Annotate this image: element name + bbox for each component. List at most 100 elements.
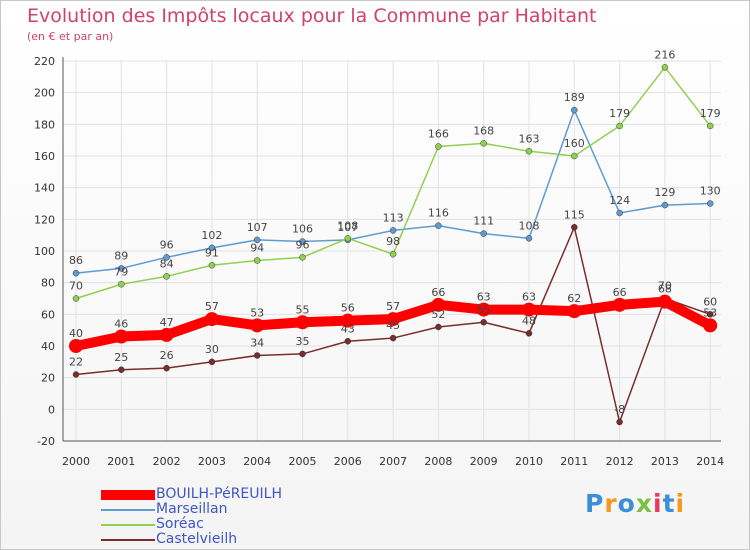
data-label: 66 <box>431 286 445 299</box>
data-label: 45 <box>386 319 400 332</box>
data-point <box>299 238 306 245</box>
data-label: 60 <box>703 295 717 308</box>
data-label: 163 <box>519 132 540 145</box>
data-point <box>661 64 669 71</box>
y-tick-label: 140 <box>34 182 55 195</box>
data-label: 84 <box>160 257 174 270</box>
data-point <box>616 418 623 426</box>
x-tick-label: 2000 <box>62 455 90 468</box>
data-point <box>344 338 352 345</box>
legend-item-castelvieilh: Castelvieilh <box>101 531 238 547</box>
data-label: 166 <box>428 128 449 141</box>
data-point <box>250 318 265 333</box>
x-tick-label: 2003 <box>198 455 226 468</box>
data-label: 129 <box>654 186 675 199</box>
data-label: 108 <box>519 219 540 232</box>
data-point <box>344 235 352 242</box>
y-tick-label: 100 <box>34 245 55 258</box>
y-tick-label: 80 <box>41 277 55 290</box>
data-point <box>657 294 672 309</box>
legend-label: BOUILH-PéREUILH <box>156 486 282 502</box>
data-point <box>204 312 219 327</box>
legend-swatch <box>101 524 155 526</box>
data-label: 96 <box>296 238 310 251</box>
data-point <box>253 236 261 244</box>
data-point <box>435 323 442 331</box>
data-point <box>525 330 533 337</box>
data-point <box>480 319 487 326</box>
data-label: 106 <box>292 223 313 236</box>
data-label: 30 <box>205 343 219 356</box>
data-label: 48 <box>522 314 536 327</box>
proxiti-logo: Proxiti <box>585 489 686 518</box>
legend-label: Castelvieilh <box>156 531 238 547</box>
data-point <box>571 224 578 231</box>
axes: -20 0 20 40 60 80 100 120 140 160 180 200 220 2000 200… <box>34 55 724 468</box>
data-label: 189 <box>564 91 585 104</box>
data-point <box>163 364 170 372</box>
data-label: 102 <box>201 229 222 242</box>
x-tick-label: 2006 <box>334 455 362 468</box>
data-point <box>389 334 397 342</box>
data-point <box>706 122 714 130</box>
data-label: 179 <box>700 107 721 120</box>
data-point <box>114 329 129 344</box>
grid <box>63 60 721 442</box>
y-tick-label: 20 <box>41 372 55 385</box>
data-point <box>525 235 533 242</box>
data-label: 63 <box>522 291 536 304</box>
data-point <box>159 327 174 342</box>
data-label: 79 <box>114 265 128 278</box>
data-label: 56 <box>341 302 355 315</box>
data-label: 130 <box>700 185 721 198</box>
series <box>69 64 718 426</box>
legend-swatch <box>101 490 155 500</box>
x-tick-label: 2005 <box>289 455 317 468</box>
data-point <box>163 273 170 280</box>
data-label: 63 <box>477 291 491 304</box>
data-point <box>208 358 216 366</box>
data-label: 34 <box>250 337 264 350</box>
chart-title: Evolution des Impôts locaux pour la Comm… <box>27 5 597 27</box>
data-label: 57 <box>205 300 219 313</box>
data-point <box>616 209 623 217</box>
data-label: 86 <box>69 254 83 267</box>
data-label: -8 <box>614 403 625 416</box>
x-tick-label: 2014 <box>696 455 724 468</box>
data-point <box>118 265 125 272</box>
data-label: 70 <box>658 280 672 293</box>
data-point <box>299 350 306 358</box>
data-label: 160 <box>564 137 585 150</box>
data-label: 115 <box>564 208 585 221</box>
data-point <box>706 311 714 318</box>
data-point <box>208 244 216 252</box>
legend-item-soreac: Soréac <box>101 516 204 532</box>
data-label: 55 <box>477 303 491 316</box>
data-point <box>163 254 170 261</box>
data-point <box>435 222 442 229</box>
data-point <box>208 262 216 269</box>
legend-item-bouilh: BOUILH-PéREUILH <box>101 486 282 502</box>
data-point <box>703 318 718 333</box>
data-label: 68 <box>658 283 672 296</box>
data-label: 108 <box>337 219 358 232</box>
data-point <box>525 148 533 155</box>
y-tick-label: 120 <box>34 213 55 226</box>
data-point <box>340 313 355 328</box>
data-label: 53 <box>703 306 717 319</box>
data-label: 216 <box>654 48 675 61</box>
data-label: 46 <box>114 318 128 331</box>
data-point <box>480 230 487 237</box>
data-label: 43 <box>341 322 355 335</box>
data-point <box>72 269 80 277</box>
y-tick-label: 40 <box>41 340 55 353</box>
data-point <box>480 140 487 147</box>
chart-subtitle: (en € et par an) <box>27 30 114 43</box>
y-tick-label: 0 <box>48 403 55 416</box>
data-point <box>431 297 446 312</box>
legend-swatch <box>101 539 155 541</box>
legend-swatch <box>101 509 155 511</box>
y-tick-label: -20 <box>37 435 55 448</box>
data-point <box>72 371 80 378</box>
